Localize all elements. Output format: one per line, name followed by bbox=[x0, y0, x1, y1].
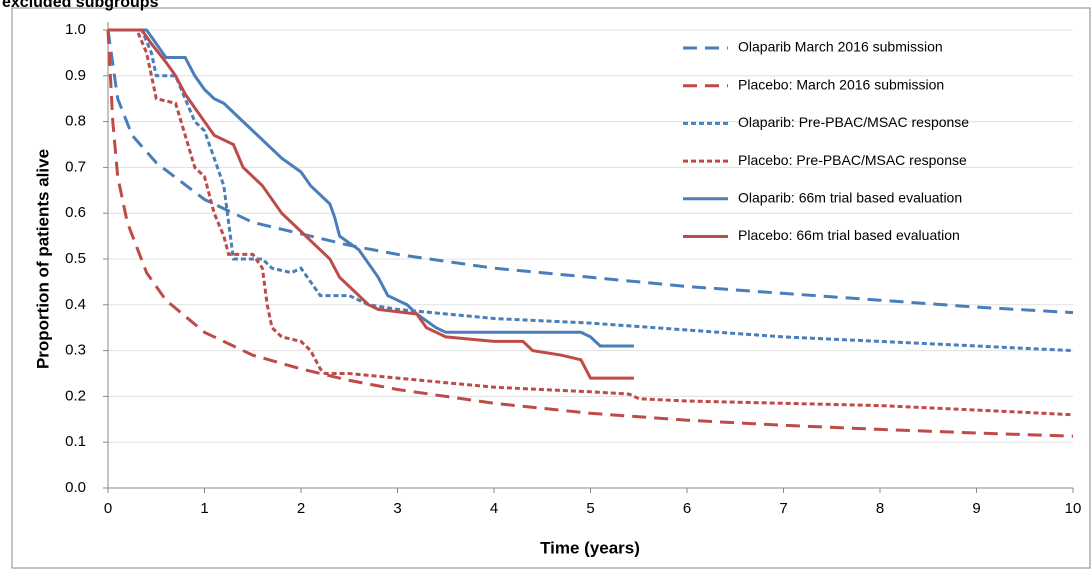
chart-title: excluded subgroups bbox=[2, 0, 159, 11]
x-tick-label: 5 bbox=[586, 500, 594, 517]
y-tick-label: 0.6 bbox=[65, 204, 86, 221]
legend-label: Olaparib: 66m trial based evaluation bbox=[738, 190, 962, 206]
series-line bbox=[106, 29, 1074, 315]
x-tick-label: 7 bbox=[779, 500, 787, 517]
x-tick-label: 6 bbox=[683, 500, 691, 517]
series-line bbox=[108, 28, 1074, 417]
x-tick-label: 3 bbox=[393, 500, 401, 517]
series-line bbox=[108, 28, 634, 380]
series-line bbox=[108, 28, 634, 348]
x-tick-label: 0 bbox=[104, 500, 112, 517]
y-tick-label: 0.2 bbox=[65, 387, 86, 404]
legend-label: Placebo: 66m trial based evaluation bbox=[738, 227, 960, 243]
legend-label: Placebo: March 2016 submission bbox=[738, 76, 944, 92]
y-axis-title: Proportion of patients alive bbox=[33, 149, 52, 369]
x-axis-title: Time (years) bbox=[540, 538, 640, 557]
y-tick-label: 0.3 bbox=[65, 342, 86, 359]
x-tick-label: 8 bbox=[876, 500, 884, 517]
legend-label: Olaparib March 2016 submission bbox=[738, 39, 943, 55]
legend-label: Olaparib: Pre-PBAC/MSAC response bbox=[738, 114, 969, 130]
x-tick-label: 10 bbox=[1065, 500, 1082, 517]
series-line bbox=[108, 28, 1074, 353]
y-tick-label: 0.1 bbox=[65, 433, 86, 450]
y-tick-label: 0.5 bbox=[65, 250, 86, 267]
legend-label: Placebo: Pre-PBAC/MSAC response bbox=[738, 152, 967, 168]
y-tick-label: 0.9 bbox=[65, 67, 86, 84]
x-tick-label: 1 bbox=[200, 500, 208, 517]
y-tick-label: 0.4 bbox=[65, 296, 86, 313]
x-tick-label: 2 bbox=[297, 500, 305, 517]
y-tick-label: 0.7 bbox=[65, 158, 86, 175]
x-tick-label: 9 bbox=[972, 500, 980, 517]
y-tick-label: 0.8 bbox=[65, 113, 86, 130]
y-tick-label: 0.0 bbox=[65, 479, 86, 496]
x-tick-label: 4 bbox=[490, 500, 498, 517]
series-line bbox=[106, 29, 1074, 438]
y-tick-label: 1.0 bbox=[65, 21, 86, 38]
